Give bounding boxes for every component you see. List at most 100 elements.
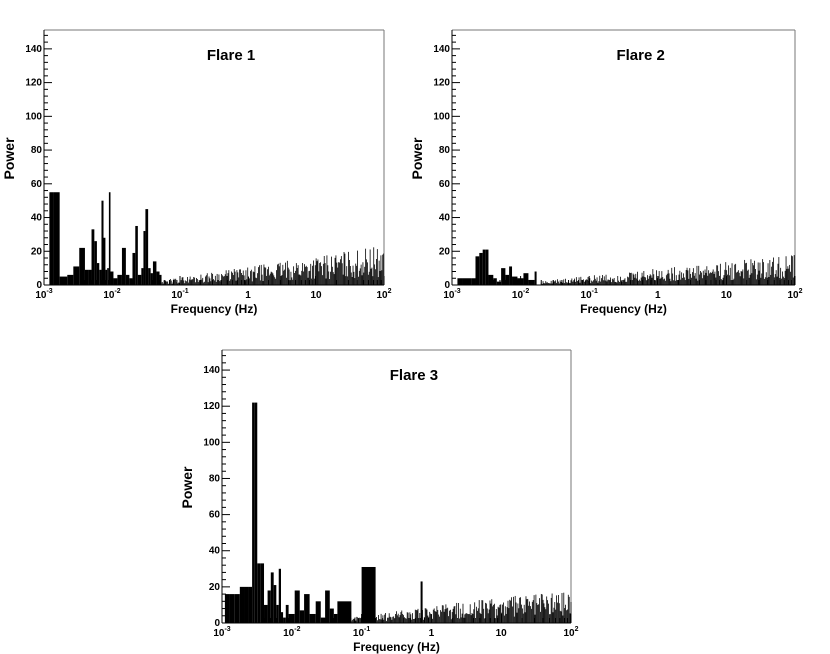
- bar: [229, 594, 235, 623]
- bar: [488, 274, 494, 285]
- bar: [252, 402, 255, 623]
- bar: [273, 585, 277, 623]
- x-tick-label: 10: [721, 290, 733, 301]
- bar: [152, 261, 157, 285]
- bar: [150, 273, 153, 285]
- x-tick-label: 10-2: [512, 288, 529, 301]
- bar: [501, 268, 506, 285]
- y-tick-label: 120: [25, 78, 42, 89]
- x-tick-label: 10: [496, 628, 508, 639]
- bar: [479, 252, 483, 285]
- y-tick-label: 100: [203, 437, 220, 448]
- bar: [224, 594, 230, 623]
- y-tick-label: 20: [31, 246, 43, 257]
- bar: [509, 266, 513, 285]
- y-tick-label: 80: [31, 145, 43, 156]
- bar: [88, 269, 92, 285]
- bar: [278, 568, 281, 623]
- bar: [528, 279, 535, 285]
- y-axis-label: Power: [179, 466, 195, 509]
- bar: [143, 231, 146, 285]
- x-axis-label: Frequency (Hz): [580, 302, 667, 316]
- bar: [283, 617, 286, 623]
- bar: [325, 590, 330, 623]
- bar: [99, 269, 102, 285]
- bar: [505, 274, 510, 285]
- bar: [113, 278, 118, 285]
- bar: [79, 247, 85, 285]
- bar: [91, 229, 95, 285]
- bar: [523, 273, 529, 285]
- bar: [264, 604, 268, 623]
- x-tick-label: 10-1: [171, 288, 188, 301]
- bar: [73, 266, 80, 285]
- y-tick-label: 40: [439, 213, 451, 224]
- bar: [117, 274, 122, 285]
- bar: [315, 601, 321, 623]
- bar: [482, 249, 486, 285]
- bar: [276, 604, 279, 623]
- y-tick-label: 60: [209, 510, 221, 521]
- y-axis-label: Power: [1, 137, 17, 180]
- bar: [337, 601, 352, 623]
- bar: [466, 278, 472, 285]
- bar: [260, 563, 265, 623]
- x-tick-label: 1: [655, 290, 661, 301]
- bar: [471, 278, 476, 285]
- bar: [267, 590, 271, 623]
- y-tick-label: 140: [25, 44, 42, 55]
- bar: [145, 209, 149, 285]
- bar: [320, 617, 326, 623]
- y-tick-label: 60: [439, 179, 451, 190]
- bar: [257, 563, 261, 623]
- bar: [67, 274, 74, 285]
- x-tick-label: 10-1: [353, 626, 370, 639]
- bar: [101, 200, 104, 285]
- bar: [121, 247, 126, 285]
- y-tick-label: 140: [433, 44, 450, 55]
- y-tick-label: 40: [209, 546, 221, 557]
- y-tick-label: 100: [433, 111, 450, 122]
- bar: [49, 192, 54, 285]
- x-tick-label: 102: [376, 288, 391, 301]
- x-tick-label: 10-3: [213, 626, 230, 639]
- chart-title: Flare 3: [390, 367, 438, 384]
- x-tick-label: 10: [310, 290, 322, 301]
- x-tick-label: 10-1: [581, 288, 598, 301]
- bar: [103, 237, 106, 285]
- bar: [294, 590, 300, 623]
- bar: [96, 263, 100, 285]
- y-tick-label: 60: [31, 179, 43, 190]
- bar: [333, 613, 338, 623]
- bar: [329, 608, 334, 623]
- x-tick-label: 102: [787, 288, 802, 301]
- bar: [129, 278, 133, 285]
- x-tick-label: 1: [429, 628, 435, 639]
- bar: [234, 594, 240, 623]
- bar: [105, 269, 108, 285]
- x-axis-label: Frequency (Hz): [171, 302, 258, 316]
- plot-flare-3: 0 20 40 60 80 100 120 140 10-3 10-2 10-1 1 10 102 Flar…: [179, 349, 579, 654]
- bar: [475, 256, 480, 285]
- x-tick-label: 10-2: [283, 626, 300, 639]
- y-tick-label: 20: [209, 582, 221, 593]
- bar: [239, 586, 245, 623]
- y-tick-label: 120: [433, 78, 450, 89]
- bar: [280, 612, 284, 623]
- bar: [132, 252, 136, 285]
- bar: [248, 586, 253, 623]
- bar: [135, 225, 138, 285]
- x-tick-label: 102: [563, 626, 578, 639]
- y-tick-label: 100: [25, 111, 42, 122]
- bar: [485, 249, 489, 285]
- bar: [59, 276, 68, 285]
- bar: [285, 604, 289, 623]
- y-tick-label: 40: [31, 213, 43, 224]
- bar: [244, 586, 249, 623]
- y-tick-label: 80: [209, 473, 221, 484]
- y-tick-label: 20: [439, 246, 451, 257]
- bar: [304, 594, 310, 623]
- x-tick-label: 1: [245, 290, 251, 301]
- bar: [270, 572, 274, 623]
